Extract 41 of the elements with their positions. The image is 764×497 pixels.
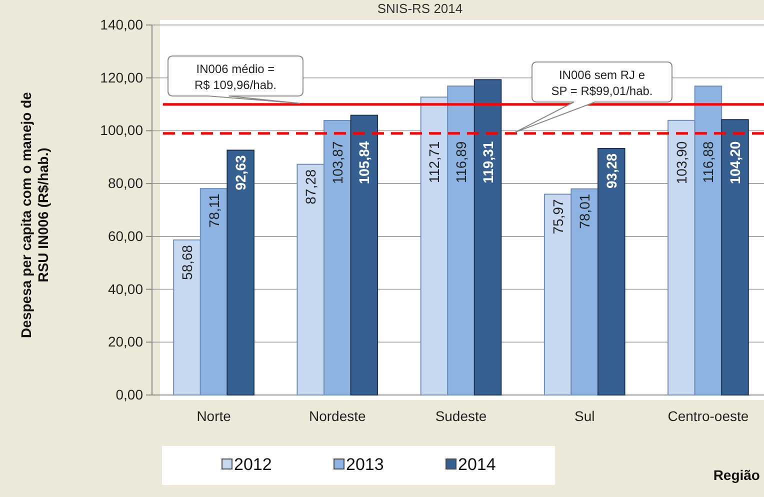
bar xyxy=(474,79,502,396)
legend-label: 2014 xyxy=(458,455,496,474)
y-tick-label: 80,00 xyxy=(108,175,144,192)
data-label: 92,63 xyxy=(232,154,249,190)
x-tick-label: Centro-oeste xyxy=(668,408,749,424)
data-label: 58,68 xyxy=(179,244,196,280)
y-axis-title: Despesa per capita com o manejo de RSU IN006 (R$/hab.) xyxy=(18,92,51,338)
y-tick-label: 20,00 xyxy=(108,334,144,350)
ref-line-label: IN006 sem RJ e SP = R$99,01/hab. xyxy=(551,68,653,98)
legend-label: 2012 xyxy=(234,455,272,474)
data-label: 78,01 xyxy=(576,194,593,229)
data-label: 116,88 xyxy=(700,141,716,184)
y-tick-label: 140,00 xyxy=(100,16,144,32)
x-tick-label: Norte xyxy=(196,408,232,424)
y-tick-label: 60,00 xyxy=(108,228,144,244)
x-tick-label: Nordeste xyxy=(308,408,366,424)
bar xyxy=(226,150,254,396)
data-label: 116,89 xyxy=(453,141,469,184)
data-label: 87,28 xyxy=(302,169,319,204)
data-label: 103,90 xyxy=(673,141,690,184)
data-label: 104,20 xyxy=(726,141,743,184)
y-tick-label: 0,00 xyxy=(116,386,144,402)
x-tick-label: Sul xyxy=(574,408,595,424)
ref-line-label: IN006 médio = R$ 109,96/hab. xyxy=(194,62,277,92)
data-label: 119,31 xyxy=(480,141,496,184)
data-label: 78,11 xyxy=(206,193,222,228)
y-tick-label: 100,00 xyxy=(100,122,144,138)
y-tick-label: 40,00 xyxy=(108,280,144,297)
legend-label: 2013 xyxy=(346,455,384,474)
bar xyxy=(350,114,378,396)
y-tick-label: 120,00 xyxy=(100,69,144,86)
data-label: 112,71 xyxy=(426,141,442,184)
data-label: 93,28 xyxy=(603,153,620,189)
data-label: 103,87 xyxy=(329,141,346,184)
x-tick-label: Sudeste xyxy=(435,408,487,424)
data-label: 105,84 xyxy=(356,141,372,184)
bar xyxy=(597,148,626,396)
data-label: 75,97 xyxy=(550,199,566,234)
chart-title: SNIS-RS 2014 xyxy=(377,1,463,16)
bar xyxy=(721,119,749,396)
x-axis-title: Região xyxy=(713,467,760,483)
